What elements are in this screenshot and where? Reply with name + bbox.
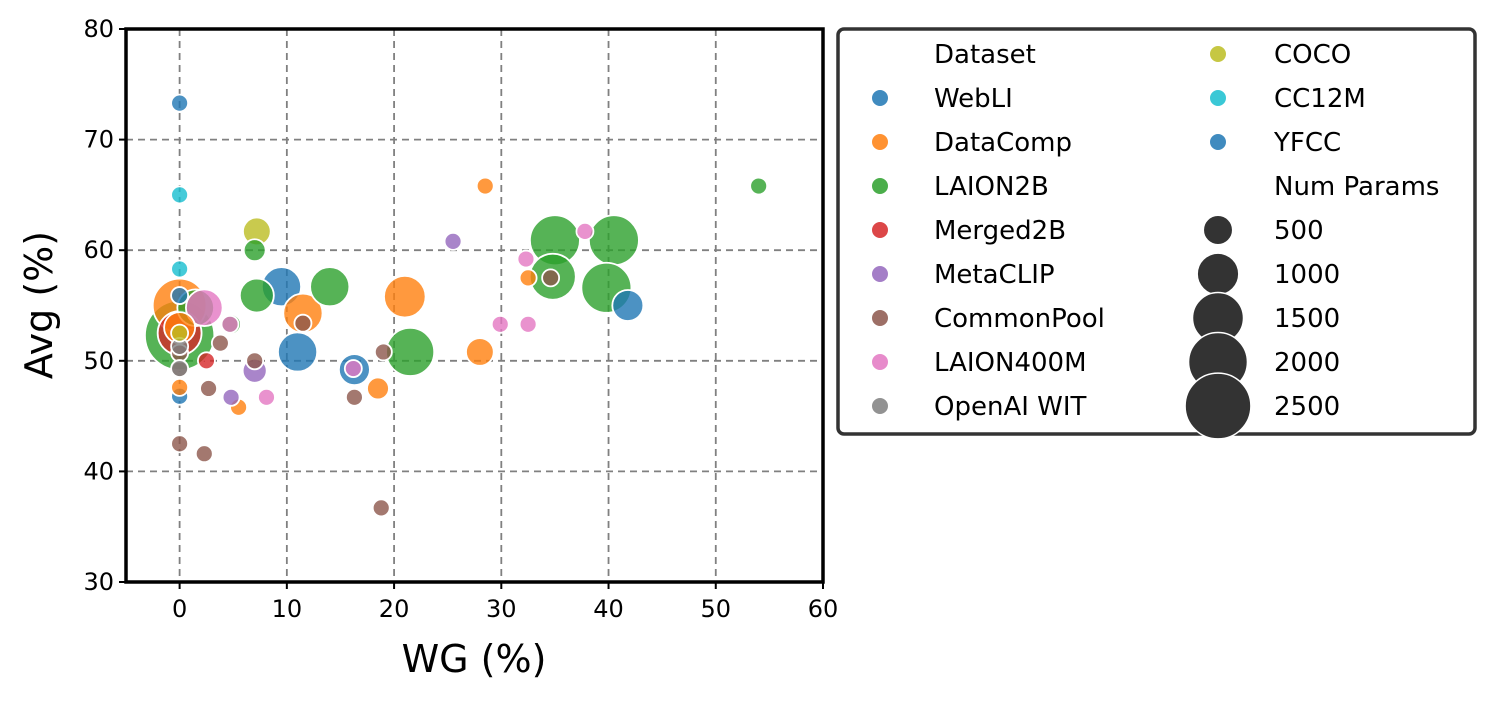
point-commonpool [293,313,313,333]
legend-item-label: MetaCLIP [934,260,1055,290]
legend-size-marker [1184,372,1252,440]
point-commonpool [170,434,190,454]
point-datacomp [465,337,495,367]
legend-size-label: 2500 [1274,392,1340,422]
y-tick-label: 60 [83,236,114,264]
point-coco [170,323,190,343]
legend-size-label: 1500 [1274,304,1340,334]
point-datacomp [383,274,427,319]
legend-marker [871,133,889,151]
point-laion400m [516,249,536,269]
point-webli [611,289,645,322]
point-commonpool [194,444,214,464]
legend-item-label: Merged2B [934,216,1066,246]
point-commonpool [541,268,561,288]
legend-size-marker [1202,214,1234,246]
point-datacomp [366,376,390,401]
point-laion2b [238,277,275,314]
point-laion400m [575,221,595,241]
point-laion2b [309,266,351,308]
x-tick-label: 0 [172,595,187,623]
x-tick-label: 20 [379,595,410,623]
point-webli [170,93,190,113]
legend-marker [871,221,889,239]
point-webli [170,286,190,305]
y-tick-label: 70 [83,126,114,154]
legend-item-label: WebLI [934,84,1013,114]
legend: Dataset WebLI DataComp LAION2B Merged2B MetaC… [836,27,1477,440]
legend-item-label: YFCC [1273,128,1341,158]
point-merged2b [197,351,216,371]
legend-size-label: 500 [1274,216,1324,246]
point-metaclip [443,231,463,251]
point-laion400m [220,314,240,334]
legend-marker [871,309,889,327]
legend-item-label: LAION2B [934,172,1049,202]
point-commonpool [373,342,393,362]
point-cc12m [170,259,190,279]
legend-item-label: CC12M [1274,84,1366,114]
point-commonpool [199,379,218,398]
y-tick-label: 50 [83,347,114,375]
legend-item-label: OpenAI WIT [934,392,1087,422]
y-tick-label: 40 [83,457,114,485]
x-tick-label: 60 [808,595,839,623]
legend-size-label: 1000 [1274,260,1340,290]
data-points [144,93,769,518]
legend-marker [1209,45,1227,63]
point-webli [277,331,319,373]
legend-marker [1209,89,1227,107]
point-laion2b [749,176,769,196]
legend-marker [871,265,889,283]
point-laion400m [257,387,276,407]
point-datacomp [518,268,538,288]
point-commonpool [245,351,265,371]
y-tick-label: 80 [83,15,114,43]
point-openai-wit [170,359,190,378]
x-tick-label: 50 [700,595,731,623]
legend-size-marker [1196,252,1240,296]
legend-marker [871,177,889,195]
point-laion400m [185,288,224,327]
legend-frame [836,27,1477,436]
legend-marker [871,353,889,371]
point-laion400m [518,314,538,334]
point-datacomp [170,377,190,397]
point-commonpool [345,387,364,407]
point-laion2b [385,327,436,377]
point-laion2b [242,238,267,263]
legend-marker [1209,133,1227,151]
point-datacomp [282,292,324,334]
plot-frame [124,27,825,584]
point-commonpool [210,333,230,353]
x-tick-label: 10 [272,595,303,623]
legend-item-label: LAION400M [934,348,1087,378]
x-axis-ticks: 0 10 20 30 40 50 60 [172,582,838,623]
y-tick-label: 30 [83,568,114,596]
legend-title-num-params: Num Params [1274,172,1439,202]
legend-marker [871,397,889,415]
x-axis-label: WG (%) [402,637,547,681]
x-tick-label: 40 [593,595,624,623]
x-tick-label: 30 [486,595,517,623]
point-commonpool [371,498,391,518]
point-laion400m [490,314,510,334]
point-laion2b [587,214,640,267]
legend-item-label: CommonPool [934,304,1105,334]
legend-size-label: 2000 [1274,348,1340,378]
legend-title-dataset: Dataset [934,40,1036,70]
point-laion400m [343,359,363,378]
point-datacomp [475,176,495,196]
point-metaclip [221,387,241,407]
grid-lines [126,29,823,582]
legend-item-label: COCO [1274,40,1351,70]
legend-marker [871,89,889,107]
y-axis-label: Avg (%) [17,231,61,379]
point-cc12m [170,185,190,205]
y-axis-ticks: 30 40 50 60 70 80 [83,15,126,596]
legend-item-label: DataComp [934,128,1072,158]
